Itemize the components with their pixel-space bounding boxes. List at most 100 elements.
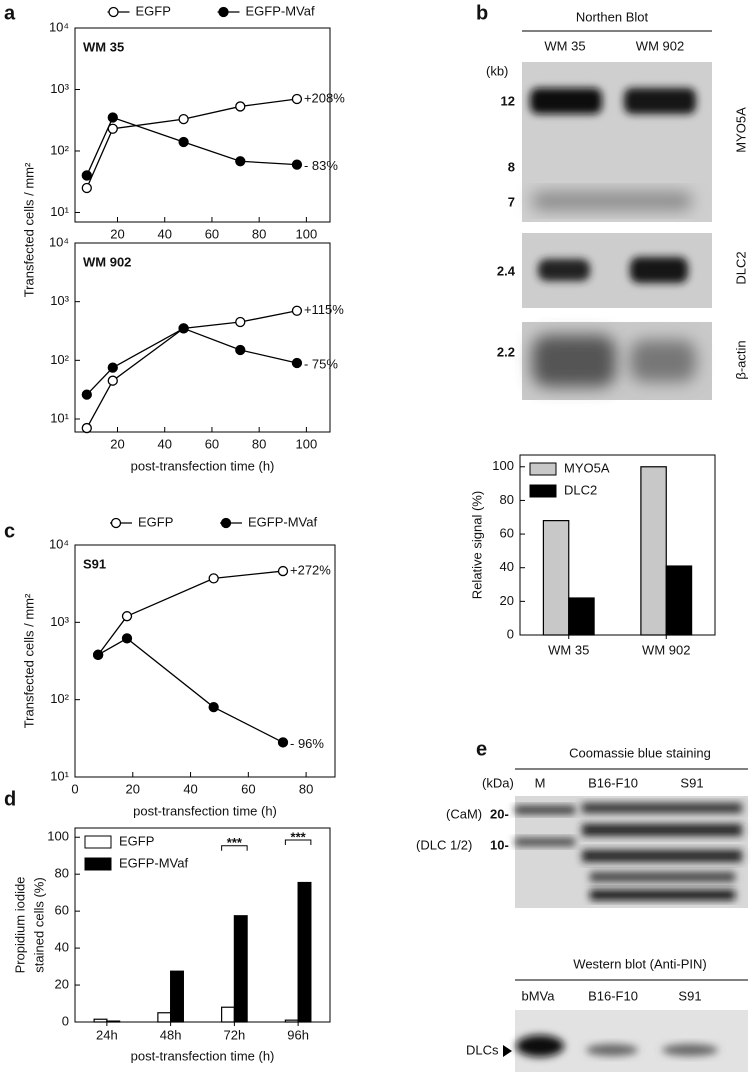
data-point — [92, 649, 104, 660]
change-label: - 75% — [304, 356, 338, 371]
y-tick-label: 10⁴ — [49, 234, 69, 249]
legend-label: EGFP — [136, 3, 171, 18]
legend-label: EGFP-MVaf — [246, 3, 315, 18]
marker-name: (CaM) — [446, 806, 482, 821]
lane-label: WM 902 — [636, 38, 684, 53]
data-point — [107, 362, 118, 373]
x-tick-label: 60 — [205, 436, 219, 451]
y-tick-label: 20 — [500, 593, 514, 608]
lane-label: M — [535, 775, 546, 790]
x-tick-label: 60 — [205, 226, 219, 241]
significance-bracket — [221, 845, 248, 851]
y-tick-label: 80 — [500, 492, 514, 507]
plot-frame — [74, 544, 336, 778]
x-tick-label: 100 — [296, 226, 318, 241]
y-axis-title: Transfected cells / mm² — [21, 162, 36, 297]
bar — [568, 597, 595, 636]
significance-label: *** — [291, 829, 307, 844]
panel-letter: b — [476, 2, 488, 24]
data-point — [81, 170, 92, 181]
band — [532, 335, 616, 387]
y-tick-label: 60 — [55, 903, 69, 918]
data-point — [277, 565, 289, 577]
x-axis-title: post-transfection time (h) — [133, 803, 277, 818]
x-tick-label: 72h — [224, 1027, 246, 1042]
marker-name: (DLC 1/2) — [416, 837, 472, 852]
bar — [640, 466, 667, 636]
data-point — [178, 113, 189, 125]
change-label: - 96% — [290, 736, 324, 751]
x-axis-title: post-transfection time (h) — [131, 1048, 275, 1063]
blot-title: Northen Blot — [576, 9, 649, 24]
band — [515, 806, 575, 814]
lane-label: WM 35 — [544, 38, 585, 53]
data-point — [107, 112, 118, 123]
y-tick-label: 100 — [492, 458, 514, 473]
bar — [297, 881, 312, 1023]
legend-label: EGFP-MVaf — [119, 855, 188, 870]
bar — [221, 1006, 235, 1023]
band — [630, 340, 696, 382]
legend-marker — [110, 517, 122, 529]
legend-marker — [220, 517, 232, 529]
y-tick-label: 40 — [500, 559, 514, 574]
x-tick-label: 40 — [157, 436, 171, 451]
series-line — [86, 310, 298, 429]
data-point — [291, 305, 303, 316]
panel-letter: d — [4, 788, 16, 810]
unit-label: (kb) — [486, 63, 508, 78]
panel-sample-label: WM 902 — [83, 254, 131, 269]
chart: 0 20 40 60 80 100 24h 48h 72h *** 96h *** EGFP EGFP-M… — [12, 827, 331, 1063]
legend-label: DLC2 — [564, 482, 597, 497]
band-arrow — [503, 1045, 512, 1057]
legend-swatch — [84, 835, 112, 849]
series-line — [97, 570, 284, 656]
series-line — [86, 327, 298, 396]
legend-label: EGFP — [138, 514, 173, 529]
legend-swatch — [84, 857, 112, 871]
marker-size: 20- — [490, 806, 509, 821]
panel-letter: a — [4, 2, 16, 24]
y-tick-label: 0 — [507, 626, 514, 641]
data-point — [291, 93, 303, 105]
x-tick-label: 48h — [160, 1027, 182, 1042]
y-tick-label: 10³ — [50, 614, 69, 629]
legend-swatch — [529, 462, 557, 476]
x-tick-label: 80 — [252, 226, 266, 241]
northern-blot: Northen Blot WM 35 WM 902 (kb) 12 8 7 MY… — [486, 9, 748, 400]
unit-label: (kDa) — [482, 775, 514, 790]
probe-label: MYO5A — [733, 107, 748, 153]
bar — [106, 1020, 121, 1023]
lane-label: S91 — [680, 775, 703, 790]
x-tick-label: 80 — [299, 781, 313, 796]
band — [516, 1035, 564, 1057]
legend-marker — [108, 6, 119, 18]
y-tick-label: 10¹ — [50, 768, 69, 783]
data-point — [235, 101, 246, 112]
data-point — [121, 611, 133, 622]
series-line — [86, 98, 298, 189]
y-tick-label: 100 — [47, 829, 69, 844]
data-point — [81, 182, 92, 194]
y-tick-label: 60 — [500, 526, 514, 541]
change-label: +115% — [304, 302, 344, 317]
y-tick-label: 10¹ — [50, 204, 69, 219]
chart: 10¹ 10² 10³ 10⁴ 20 40 60 80 100 WM 35 +208% - 83% EG… — [21, 3, 345, 297]
panel-letter: c — [4, 520, 15, 542]
plot-frame — [74, 827, 331, 1023]
legend-label: EGFP — [119, 833, 154, 848]
data-point — [121, 633, 133, 644]
data-point — [81, 422, 92, 434]
x-tick-label: 80 — [252, 436, 266, 451]
y-tick-label: 10² — [50, 142, 69, 157]
y-tick-label: 10¹ — [50, 410, 69, 425]
data-point — [178, 323, 189, 334]
band — [515, 838, 575, 846]
band — [582, 824, 742, 836]
legend-label: MYO5A — [564, 460, 610, 475]
x-tick-label: 0 — [71, 781, 78, 796]
blot-title: Western blot (Anti-PIN) — [573, 956, 706, 971]
x-tick-label: 60 — [241, 781, 255, 796]
y-axis-title: Relative signal (%) — [469, 491, 484, 599]
y-tick-label: 10³ — [50, 81, 69, 96]
